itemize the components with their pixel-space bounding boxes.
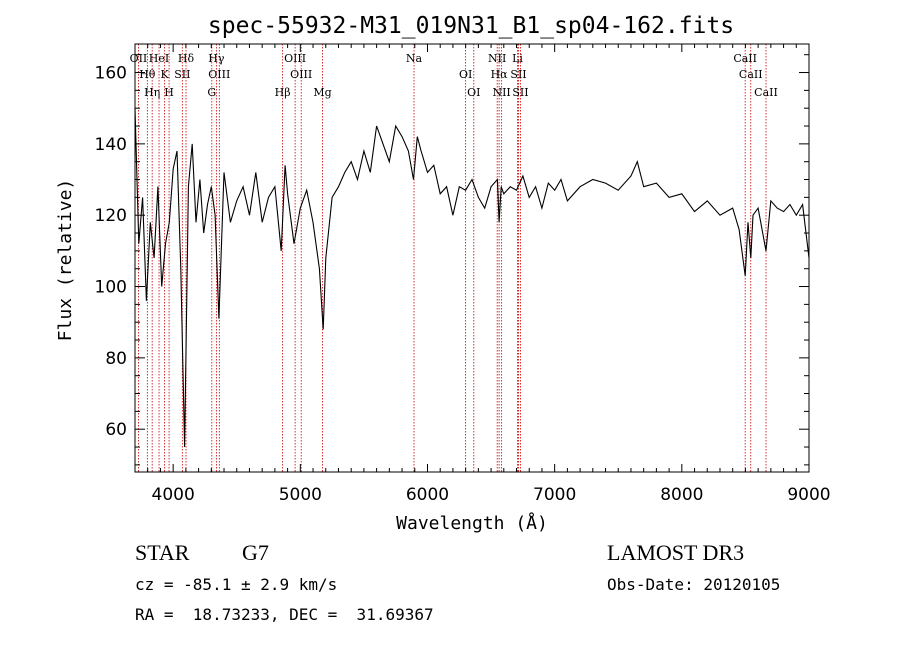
- line-label-25: CaII: [739, 68, 763, 81]
- line-label-14: Mg: [313, 86, 331, 99]
- axis-ticks: 4000 5000 6000 7000 8000 9000 60 80 100 120 140 160: [95, 44, 831, 505]
- line-label-11: Hβ: [275, 86, 291, 99]
- redshift-text: cz = -85.1 ± 2.9 km/s: [135, 575, 338, 594]
- line-label-18: NII: [488, 52, 506, 65]
- survey-name: LAMOST DR3: [607, 540, 745, 565]
- line-markers: [138, 44, 767, 472]
- line-label-10: OIII: [208, 68, 230, 81]
- x-tick-label-9000: 9000: [787, 485, 830, 505]
- line-label-13: OIII: [290, 68, 312, 81]
- line-label-21: Li: [512, 52, 523, 65]
- x-axis-label: Wavelength (Å): [396, 512, 548, 534]
- line-label-20: NII: [492, 86, 510, 99]
- line-label-12: OIII: [284, 52, 306, 65]
- series-line: [134, 108, 810, 448]
- line-label-4: K: [161, 68, 170, 81]
- plot-frame: [134, 43, 810, 473]
- y-tick-label-140: 140: [95, 135, 127, 155]
- line-label-15: Na: [406, 52, 423, 65]
- x-tick-label-6000: 6000: [406, 485, 449, 505]
- line-label-7: SII: [174, 68, 190, 81]
- line-label-23: SII: [512, 86, 528, 99]
- y-tick-label-120: 120: [95, 206, 127, 226]
- line-label-22: SII: [510, 68, 526, 81]
- line-label-24: CaII: [733, 52, 757, 65]
- object-subclass: G7: [242, 540, 269, 565]
- object-class: STAR: [135, 540, 190, 565]
- line-label-26: CaII: [754, 86, 778, 99]
- y-tick-label-160: 160: [95, 64, 127, 84]
- line-label-2: Hη: [144, 86, 160, 99]
- line-label-17: OI: [467, 86, 480, 99]
- line-label-0: OII: [130, 52, 148, 65]
- x-tick-label-8000: 8000: [660, 485, 703, 505]
- x-tick-label-5000: 5000: [279, 485, 322, 505]
- y-tick-label-60: 60: [105, 420, 127, 440]
- line-label-5: H: [164, 86, 174, 99]
- y-tick-label-80: 80: [105, 349, 127, 369]
- chart-title: spec-55932-M31_019N31_B1_sp04-162.fits: [208, 13, 734, 39]
- coordinates-text: RA = 18.73233, DEC = 31.69367: [135, 605, 434, 624]
- y-axis-label: Flux (relative): [55, 179, 76, 342]
- y-tick-label-100: 100: [95, 278, 127, 298]
- line-label-3: HeI: [149, 52, 169, 65]
- line-labels: OIIHθHηHeIKHHδSIIGHγOIIIHβOIIIOIIIMgNaOI…: [130, 52, 778, 99]
- line-label-8: G: [207, 86, 216, 99]
- obs-date-text: Obs-Date: 20120105: [607, 575, 781, 594]
- x-tick-label-7000: 7000: [533, 485, 576, 505]
- line-label-6: Hδ: [178, 52, 195, 65]
- line-label-16: OI: [459, 68, 472, 81]
- line-label-1: Hθ: [139, 68, 156, 81]
- line-label-19: Hα: [491, 68, 509, 81]
- x-tick-label-4000: 4000: [152, 485, 195, 505]
- line-label-9: Hγ: [208, 52, 225, 65]
